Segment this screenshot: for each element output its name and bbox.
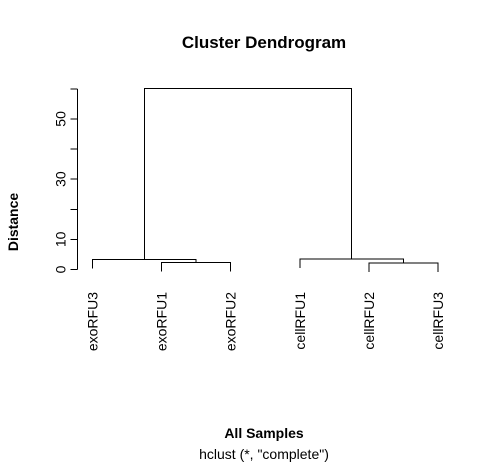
y-tick-label: 0 xyxy=(53,265,69,273)
leaf-labels: exoRFU3 exoRFU1 exoRFU2 cellRFU1 cellRFU2 cel… xyxy=(85,292,447,351)
leaf-label: cellRFU3 xyxy=(430,292,446,350)
x-axis-title: All Samples xyxy=(224,425,304,441)
y-axis: 0 10 30 50 xyxy=(53,88,78,273)
dendrogram-link xyxy=(143,87,353,260)
leaf-label: cellRFU1 xyxy=(292,292,308,350)
y-tick-label: 50 xyxy=(53,111,69,127)
y-tick-label: 30 xyxy=(53,171,69,187)
chart-subtitle: hclust (*, "complete") xyxy=(199,446,329,462)
y-tick-label: 10 xyxy=(53,231,69,247)
dendrogram-link xyxy=(368,262,439,273)
dendrogram-link xyxy=(92,259,197,269)
leaf-label: exoRFU3 xyxy=(85,292,101,351)
leaf-label: exoRFU1 xyxy=(154,292,170,351)
leaf-label: exoRFU2 xyxy=(223,292,239,351)
y-axis-title: Distance xyxy=(5,193,21,252)
dendrogram-link xyxy=(161,262,232,272)
leaf-label: cellRFU2 xyxy=(361,292,377,350)
dendrogram-tree xyxy=(92,87,439,273)
chart-title: Cluster Dendrogram xyxy=(182,33,346,52)
